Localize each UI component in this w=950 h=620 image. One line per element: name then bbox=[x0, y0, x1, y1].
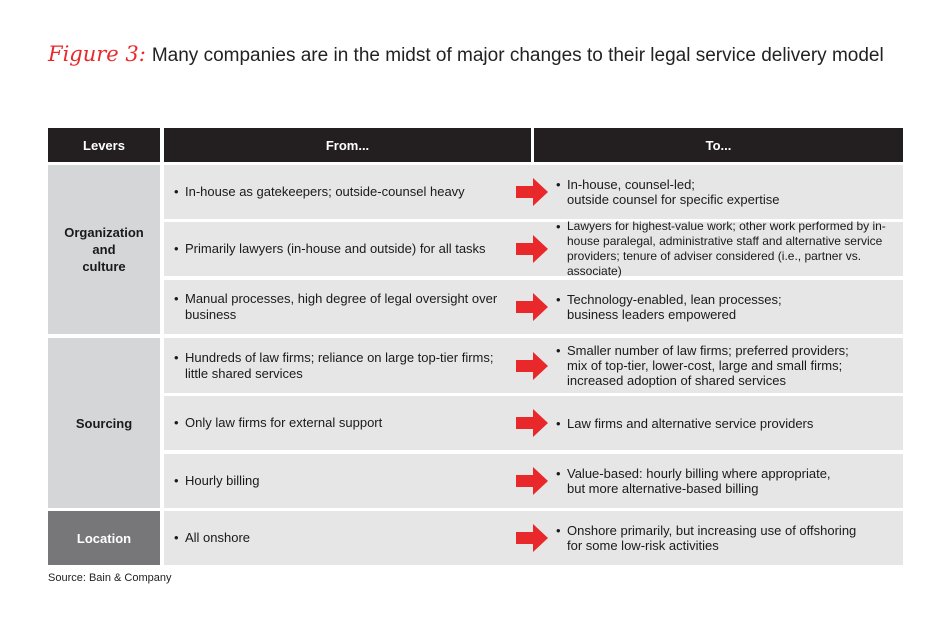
to-text: Lawyers for highest-value work; other wo… bbox=[567, 219, 886, 278]
arrow-shape bbox=[516, 235, 548, 263]
bullet: • bbox=[556, 219, 561, 234]
table-row: • Manual processes, high degree of legal … bbox=[164, 280, 903, 334]
from-cell: • In-house as gatekeepers; outside-counse… bbox=[174, 165, 504, 219]
from-text: Primarily lawyers (in-house and outside)… bbox=[185, 241, 486, 256]
bullet: • bbox=[174, 530, 179, 545]
from-text: In-house as gatekeepers; outside-counsel… bbox=[185, 184, 465, 199]
arrow-shape bbox=[516, 293, 548, 321]
bullet: • bbox=[556, 415, 561, 431]
header-to: To... bbox=[534, 128, 903, 162]
right-arrow-icon bbox=[516, 178, 548, 206]
arrow-shape bbox=[516, 178, 548, 206]
to-cell: • In-house, counsel-led; outside counsel … bbox=[556, 165, 901, 219]
table-row: • Primarily lawyers (in-house and outside… bbox=[164, 219, 903, 278]
arrow-shape bbox=[516, 351, 548, 380]
arrow-shape bbox=[516, 524, 548, 552]
from-cell: • Manual processes, high degree of legal … bbox=[174, 280, 504, 334]
right-arrow-icon bbox=[516, 235, 548, 263]
from-text: Hourly billing bbox=[185, 473, 260, 488]
bullet: • bbox=[556, 177, 561, 192]
from-cell: • Hundreds of law firms; reliance on larg… bbox=[174, 338, 504, 393]
to-text: Technology-enabled, lean processes; busi… bbox=[567, 292, 782, 322]
bullet: • bbox=[174, 415, 179, 430]
bullet: • bbox=[556, 466, 561, 481]
right-arrow-icon bbox=[516, 524, 548, 552]
from-text: All onshore bbox=[185, 530, 251, 545]
figure-title: Many companies are in the midst of major… bbox=[151, 45, 884, 66]
right-arrow-icon bbox=[516, 351, 548, 380]
arrow-shape bbox=[516, 467, 548, 495]
to-cell: • Law firms and alternative service provi… bbox=[556, 396, 901, 450]
lever-label: Location bbox=[76, 530, 132, 546]
lever-organization-culture: Organization and culture bbox=[48, 165, 160, 334]
from-cell: • All onshore bbox=[174, 511, 504, 565]
bullet: • bbox=[556, 292, 561, 307]
table-row: • In-house as gatekeepers; outside-counse… bbox=[164, 165, 903, 219]
to-cell: • Lawyers for highest-value work; other w… bbox=[556, 219, 901, 278]
to-cell: • Value-based: hourly billing where appro… bbox=[556, 454, 901, 508]
to-text: Onshore primarily, but increasing use of… bbox=[567, 523, 857, 553]
figure-label: Figure 3: bbox=[48, 42, 146, 66]
to-cell: • Technology-enabled, lean processes; bus… bbox=[556, 280, 901, 334]
bullet: • bbox=[174, 184, 179, 199]
arrow-shape bbox=[516, 409, 548, 437]
bullet: • bbox=[556, 523, 561, 538]
header-from: From... bbox=[164, 128, 531, 162]
from-text: Hundreds of law firms; reliance on large… bbox=[185, 349, 494, 381]
figure-title-line: Figure 3: Many companies are in the midst… bbox=[48, 42, 884, 67]
lever-sourcing: Sourcing bbox=[48, 338, 160, 508]
lever-location: Location bbox=[48, 511, 160, 565]
table-row: • All onshore • Onshore primarily, but incr… bbox=[164, 511, 903, 565]
source-note: Source: Bain & Company bbox=[48, 572, 172, 584]
to-cell: • Smaller number of law firms; preferred … bbox=[556, 338, 901, 393]
right-arrow-icon bbox=[516, 293, 548, 321]
bullet: • bbox=[174, 349, 179, 365]
table-row: • Only law firms for external support • Law… bbox=[164, 396, 903, 450]
from-cell: • Primarily lawyers (in-house and outside… bbox=[174, 222, 504, 276]
to-cell: • Onshore primarily, but increasing use o… bbox=[556, 511, 901, 565]
header-levers: Levers bbox=[48, 128, 160, 162]
table-row: • Hourly billing • Value-based: hourly bill… bbox=[164, 454, 903, 508]
bullet: • bbox=[174, 241, 179, 256]
lever-label: Organization and culture bbox=[64, 225, 144, 274]
from-text: Only law firms for external support bbox=[185, 415, 383, 430]
table-row: • Hundreds of law firms; reliance on larg… bbox=[164, 338, 903, 393]
right-arrow-icon bbox=[516, 467, 548, 495]
to-text: In-house, counsel-led; outside counsel f… bbox=[567, 177, 780, 207]
from-cell: • Only law firms for external support bbox=[174, 396, 504, 450]
to-text: Value-based: hourly billing where approp… bbox=[567, 466, 831, 496]
to-text: Smaller number of law firms; preferred p… bbox=[567, 343, 849, 388]
from-cell: • Hourly billing bbox=[174, 454, 504, 508]
bullet: • bbox=[174, 473, 179, 488]
to-text: Law firms and alternative service provid… bbox=[567, 415, 814, 431]
right-arrow-icon bbox=[516, 409, 548, 437]
lever-label: Sourcing bbox=[75, 415, 133, 431]
bullet: • bbox=[556, 343, 561, 358]
bullet: • bbox=[174, 291, 179, 306]
from-text: Manual processes, high degree of legal o… bbox=[185, 291, 498, 322]
